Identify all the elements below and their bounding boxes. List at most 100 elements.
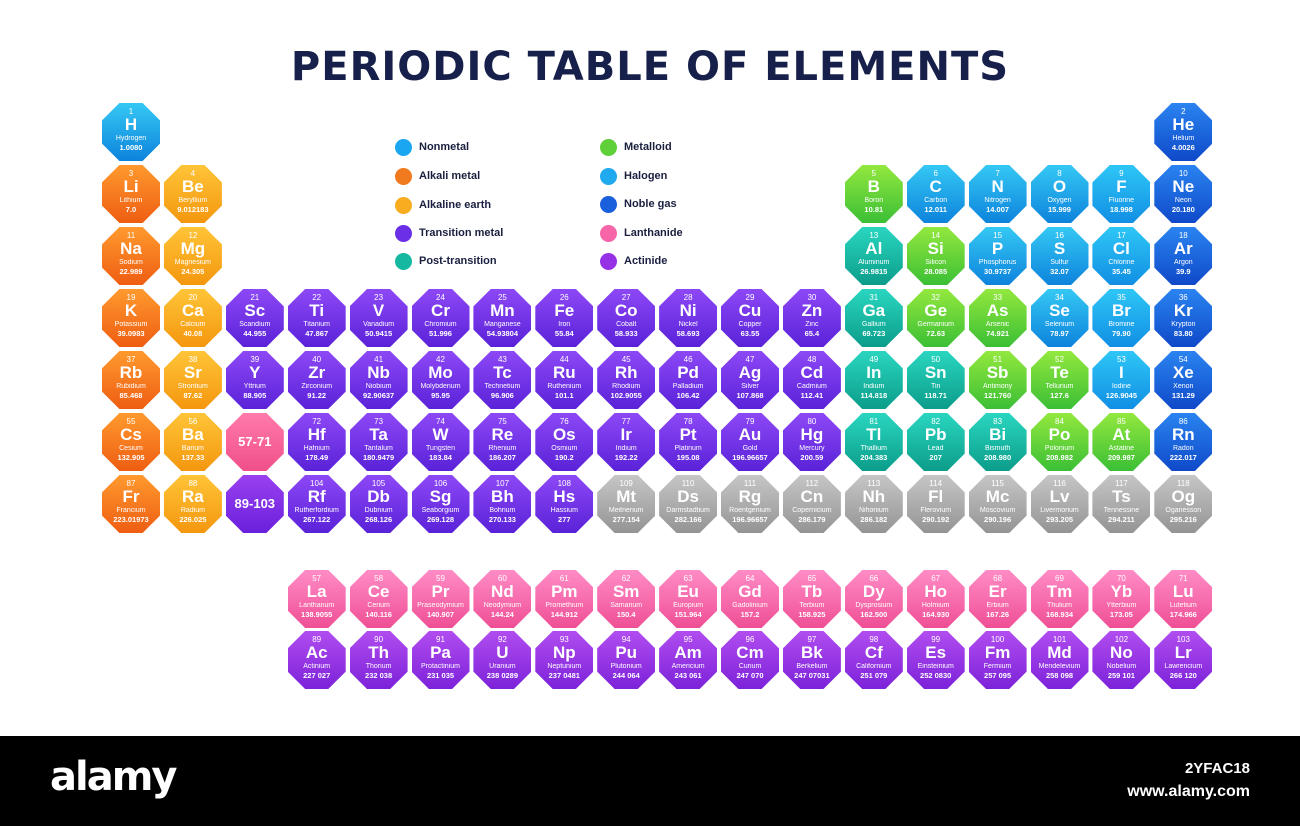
atomic-number: 37 [126,355,136,364]
atomic-number: 42 [436,355,445,364]
element-symbol: Cs [120,425,142,444]
element-name: Americium [671,663,705,670]
element-tile: 3 Li Lithium 7.0 [102,165,160,223]
element-tile: 18 Ar Argon 39.9 [1154,227,1213,285]
atomic-mass: 183.84 [429,453,452,462]
element-tile: 16 S Sulfur 32.07 [1030,227,1089,285]
atomic-mass: 63.55 [740,329,760,338]
element-symbol: Be [182,177,204,196]
element-name: Hafnium [303,445,330,452]
element-symbol: Zr [308,363,326,382]
element-tile: 92 U Uranium 238 0289 [473,631,532,689]
element-symbol: Eu [677,582,699,601]
element-tile: 7 N Nitrogen 14.007 [968,165,1027,223]
atomic-number: 73 [374,417,384,426]
element-tile: 1 H Hydrogen 1.0080 [102,103,160,161]
atomic-number: 43 [497,355,507,364]
element-name: Californium [856,663,892,670]
element-name: Einsteinium [917,663,954,670]
atomic-number: 111 [743,479,757,488]
element-tile: 59 Pr Praseodymium 140.907 [411,570,470,628]
element-name: Oxygen [1047,197,1072,204]
element-symbol: Fm [984,643,1011,662]
element-name: Indium [863,383,885,390]
atomic-mass: 7.0 [125,205,137,214]
atomic-number: 13 [869,231,879,240]
element-name: Thulium [1047,602,1072,609]
element-symbol: Sr [183,363,202,382]
element-name: Ytterbium [1106,602,1137,609]
series-range-label: 57-71 [238,434,272,449]
element-symbol: O [1052,177,1067,196]
atomic-number: 25 [497,293,507,302]
atomic-number: 40 [312,355,322,364]
element-symbol: Cn [800,487,824,506]
atomic-number: 53 [1116,355,1126,364]
atomic-number: 77 [621,417,631,426]
element-symbol: Hg [800,425,824,444]
element-symbol: Pd [677,363,699,382]
element-tile: 41 Nb Niobium 92.90637 [349,351,408,409]
element-tile: 35 Br Bromine 79.90 [1092,289,1151,347]
element-tile: 70 Yb Ytterbium 173.05 [1092,570,1151,628]
element-symbol: Lr [1174,643,1192,662]
atomic-mass: 174.966 [1169,610,1197,619]
atomic-mass: 266 120 [1169,671,1197,680]
watermark-footer: alamy 2YFAC18 www.alamy.com [0,736,1300,826]
atomic-mass: 87.62 [183,391,203,400]
element-name: Rhodium [612,383,641,390]
atomic-mass: 20.180 [1171,205,1195,214]
element-tile: 63 Eu Europium 151.964 [659,570,718,628]
element-name: Uranium [489,663,516,670]
element-symbol: U [496,643,509,662]
element-tile: 66 Dy Dysprosium 162.500 [844,570,903,628]
element-name: Nihonium [859,507,889,514]
atomic-number: 1 [128,107,134,116]
element-tile: 30 Zn Zinc 65.4 [782,289,841,347]
element-tile: 60 Nd Neodymium 144.24 [473,570,532,628]
element-symbol: C [929,177,942,196]
atomic-mass: 118.71 [924,391,947,400]
atomic-mass: 178.49 [305,453,329,462]
element-name: Gallium [861,321,886,328]
element-symbol: Kr [1173,301,1193,320]
element-symbol: Lv [1049,487,1070,506]
atomic-mass: 186.207 [488,453,516,462]
element-tile: 38 Sr Strontium 87.62 [163,351,222,409]
element-symbol: Re [491,425,514,444]
atomic-number: 52 [1055,355,1064,364]
element-symbol: Tb [801,582,823,601]
atomic-number: 98 [869,635,879,644]
element-name: Livermorium [1040,507,1079,514]
atomic-mass: 223.01973 [113,515,149,524]
atomic-mass: 140.907 [426,610,455,619]
element-symbol: No [1110,643,1133,662]
atomic-mass: 35.45 [1112,267,1131,276]
atomic-mass: 9.012183 [177,205,209,214]
element-name: Cesium [119,445,143,452]
atomic-number: 26 [559,293,569,302]
element-tile: 80 Hg Mercury 200.59 [782,413,841,471]
element-symbol: Lu [1172,582,1194,601]
element-name: Iron [558,321,571,328]
element-tile: 56 Ba Barium 137.33 [163,413,222,471]
atomic-mass: 196.96657 [732,515,768,524]
atomic-number: 103 [1176,635,1190,644]
element-name: Meitnerium [608,507,644,514]
element-tile: 116 Lv Livermorium 293.205 [1030,475,1089,533]
atomic-number: 75 [497,417,507,426]
element-tile: 48 Cd Cadmium 112.41 [782,351,841,409]
element-symbol: Nh [862,487,886,506]
element-symbol: Cm [736,643,764,662]
atomic-number: 45 [621,355,631,364]
element-name: Tellurium [1045,383,1074,390]
element-tile: 68 Er Erbium 167.26 [968,570,1027,628]
atomic-number: 84 [1055,417,1064,426]
element-symbol: Md [1047,643,1072,662]
element-name: Fluorine [1108,197,1135,204]
atomic-number: 50 [931,355,941,364]
element-tile: 82 Pb Lead 207 [906,413,965,471]
element-tile: 64 Gd Gadolinium 157.2 [721,570,779,628]
element-name: Rhenium [488,445,517,452]
atomic-mass: 126.9045 [1105,391,1138,400]
